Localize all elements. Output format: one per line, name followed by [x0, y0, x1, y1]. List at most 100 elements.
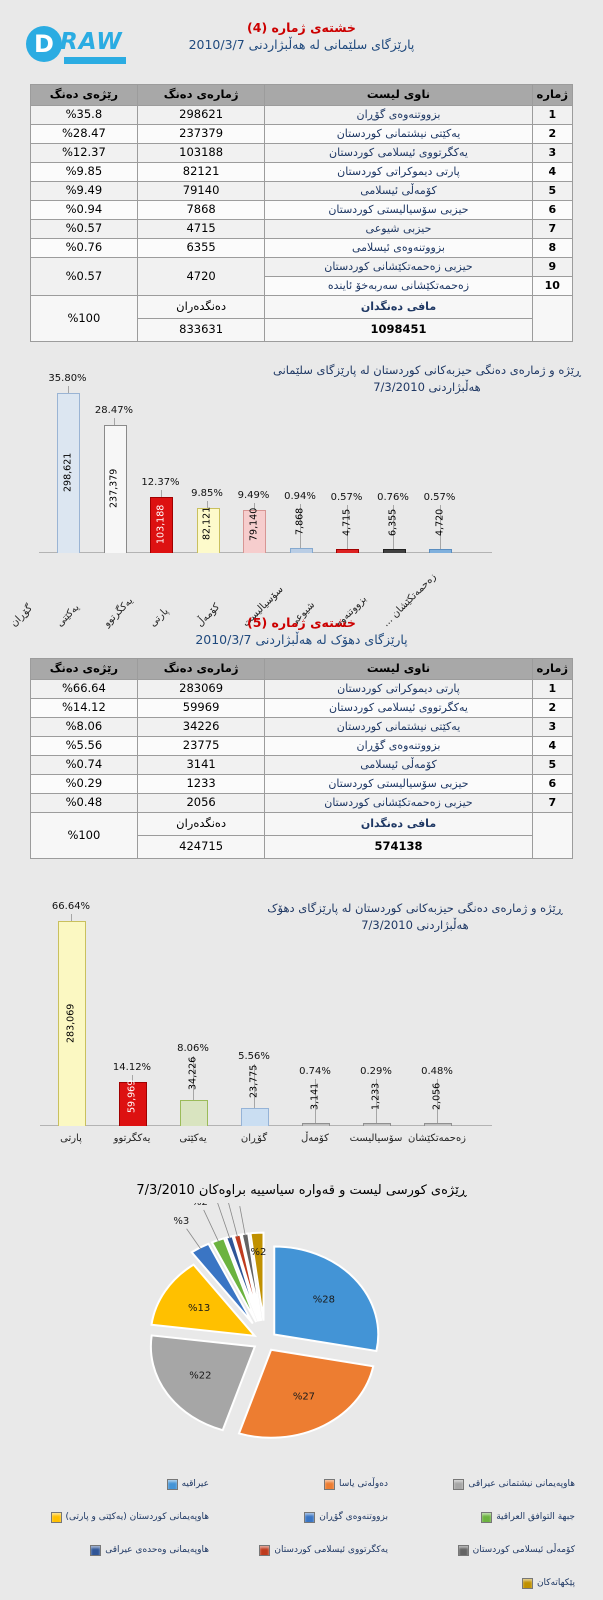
votes-cell: 79140 — [136, 181, 266, 201]
list-name-cell: کۆمەڵی ئیسلامی — [264, 181, 533, 201]
legend-item: هاوپەیمانی نیشتمانی عیراقی — [388, 1475, 575, 1493]
row-number-cell: 10 — [531, 276, 574, 296]
percent-cell: %0.76 — [30, 238, 138, 258]
pie-slice-label: %27 — [293, 1392, 315, 1403]
bar-percent-label: 35.80% — [48, 373, 87, 384]
bar — [429, 549, 452, 553]
pie-slice-label: %13 — [188, 1303, 210, 1314]
pie-slice-label: %2 — [250, 1247, 266, 1258]
value-text: %0.57 — [65, 268, 103, 283]
legend-item: جبهة التوافق العراقية — [388, 1508, 575, 1526]
table-row: 1 بزووتنەوەی گۆڕان 298621 %35.8 — [30, 105, 574, 125]
row-number-cell: 6 — [531, 774, 574, 794]
percent-cell: %0.57 — [30, 257, 138, 296]
category-label: یەکگرتوو — [113, 1133, 151, 1144]
voting-rights-label: مافی دەنگدان — [264, 812, 533, 836]
section2-subtitle: پارێزگای دهۆک لە هەڵبژاردنی 2010/3/7 — [195, 632, 408, 647]
value-text: %66.64 — [61, 681, 106, 696]
legend-label: جبهة التوافق العراقية — [496, 1512, 575, 1522]
bar — [424, 1123, 452, 1126]
pie-chart-title: ڕێژەی کورسی لیست و قەوارە سیاسییە براوەک… — [136, 1183, 467, 1198]
voting-rights-label: مافی دەنگدان — [264, 295, 533, 319]
list-name-cell: حیزبی شیوعی — [264, 219, 533, 239]
bar-value-label: 34,226 — [187, 1056, 199, 1090]
table-row: 7 حیزبی زەحمەتکێشانی کوردستان 2056 %0.48 — [30, 793, 574, 813]
bar — [336, 549, 359, 553]
votes-cell: 1233 — [136, 774, 266, 794]
value-text: 7868 — [186, 202, 216, 217]
percent-leader-line — [315, 1079, 316, 1123]
value-text: 82121 — [182, 164, 220, 179]
list-name-cell: یەکێتی نیشتمانی کوردستان — [264, 717, 533, 737]
bar-percent-label: 28.47% — [94, 405, 134, 416]
legend-item: پێکهاتەکان — [388, 1574, 575, 1592]
bar — [302, 1123, 330, 1126]
votes-cell: 82121 — [136, 162, 266, 182]
list-name-cell: یەکگرتووی ئیسلامی کوردستان — [264, 143, 533, 163]
voters-label: دەنگدەران — [136, 295, 266, 319]
pie-slice-label: %2 — [192, 1203, 208, 1208]
empty-cell — [531, 812, 574, 859]
legend-swatch-icon — [481, 1511, 493, 1523]
legend-item: یەکگرتووی ئیسلامی کوردستان — [209, 1541, 388, 1559]
row-number-cell: 4 — [531, 162, 574, 182]
total-percent-cell: %100 — [30, 812, 138, 859]
percent-cell: %0.48 — [30, 793, 138, 813]
percent-leader-line — [346, 505, 348, 549]
table-row: 10 زەحمەتکێشانی سەربەخۆ ئایندە — [31, 276, 574, 296]
value-text: %9.49 — [65, 183, 103, 198]
value-text: %0.76 — [65, 240, 103, 255]
legend-swatch-icon — [457, 1544, 469, 1556]
bar-percent-label: 9.85% — [191, 488, 223, 499]
list-name-cell: حیزبی زەحمەتکێشانی کوردستان — [264, 257, 533, 277]
bar-percent-label: 0.57% — [423, 492, 456, 503]
chart1-title-line2: هەڵبژاردنی 7/3/2010 — [373, 380, 481, 395]
list-name-cell: بزووتنەوەی گۆڕان — [264, 105, 533, 125]
table-row: 6 حیزبی سۆسیالیستی کوردستان 1233 %0.29 — [30, 774, 574, 794]
section1-subtitle: پارێزگای سلێمانی لە هەڵبژاردنی 2010/3/7 — [188, 37, 415, 52]
chart2-title-line2: هەڵبژاردنی 7/3/2010 — [361, 918, 469, 933]
column-header: ناوی لیست — [264, 658, 533, 680]
bar — [119, 1082, 147, 1126]
percent-leader-line — [193, 1056, 194, 1100]
bar-value-label: 237,379 — [108, 468, 120, 509]
draw-logo-text: RAW — [60, 29, 123, 55]
row-number-cell: 8 — [531, 238, 574, 258]
bar-value-label: 298,621 — [62, 452, 73, 493]
row-number-cell: 7 — [531, 793, 574, 813]
value-text: 4715 — [186, 221, 216, 236]
value-text: %0.29 — [65, 776, 103, 791]
percent-cell: %28.47 — [30, 124, 138, 144]
votes-cell: 23775 — [136, 736, 266, 756]
table-row: 7 حیزبی شیوعی 4715 %0.57 — [30, 219, 574, 239]
category-label: کۆمەڵ — [301, 1133, 329, 1144]
bar-value-label: 59,969 — [126, 1079, 138, 1114]
table-header-row: ژمارە ناوی لیست ژمارەی دەنگ رێژەی دەنگ — [30, 84, 574, 106]
percent-cell: %8.06 — [30, 717, 138, 737]
value-text: %5.56 — [65, 738, 103, 753]
bar-percent-label: 8.06% — [177, 1043, 209, 1054]
chart2-title: ڕێژە و ژمارەی دەنگی حیزبەکانی کوردستان ل… — [250, 900, 580, 935]
value-text: %12.37 — [61, 145, 106, 160]
votes-cell: 6355 — [136, 238, 266, 258]
pie-label-leader-line — [186, 1228, 202, 1250]
percent-cell: %66.64 — [30, 679, 138, 699]
percent-cell: %12.37 — [30, 143, 138, 163]
column-header: ژمارەی دەنگ — [136, 658, 266, 680]
row-number-cell: 5 — [531, 755, 574, 775]
legend-label: پێکهاتەکان — [536, 1578, 575, 1588]
seats-pie-chart: %28%27%22%13%3%2%1%1%1%2 — [149, 1203, 380, 1439]
value-text: 6355 — [186, 240, 216, 255]
column-header: رێژەی دەنگ — [30, 658, 138, 680]
legend-label: عیراقیە — [181, 1479, 209, 1489]
pie-legend: هاوپەیمانی نیشتمانی عیراقی دەوڵەتی یاسا عی… — [30, 1475, 575, 1592]
draw-logo-bar — [64, 57, 126, 64]
value-text: 2056 — [186, 795, 216, 810]
results-table-sulaymaniyah: ژمارە ناوی لیست ژمارەی دەنگ رێژەی دەنگ 1 بزوو… — [30, 84, 574, 342]
table-footer-row: 574138 424715 — [31, 835, 573, 859]
bar-value-label: 283,069 — [65, 1003, 77, 1043]
percent-cell: %9.85 — [30, 162, 138, 182]
row-number-cell: 3 — [531, 143, 574, 163]
bar-percent-label: 0.29% — [360, 1066, 392, 1077]
bar — [196, 508, 220, 553]
